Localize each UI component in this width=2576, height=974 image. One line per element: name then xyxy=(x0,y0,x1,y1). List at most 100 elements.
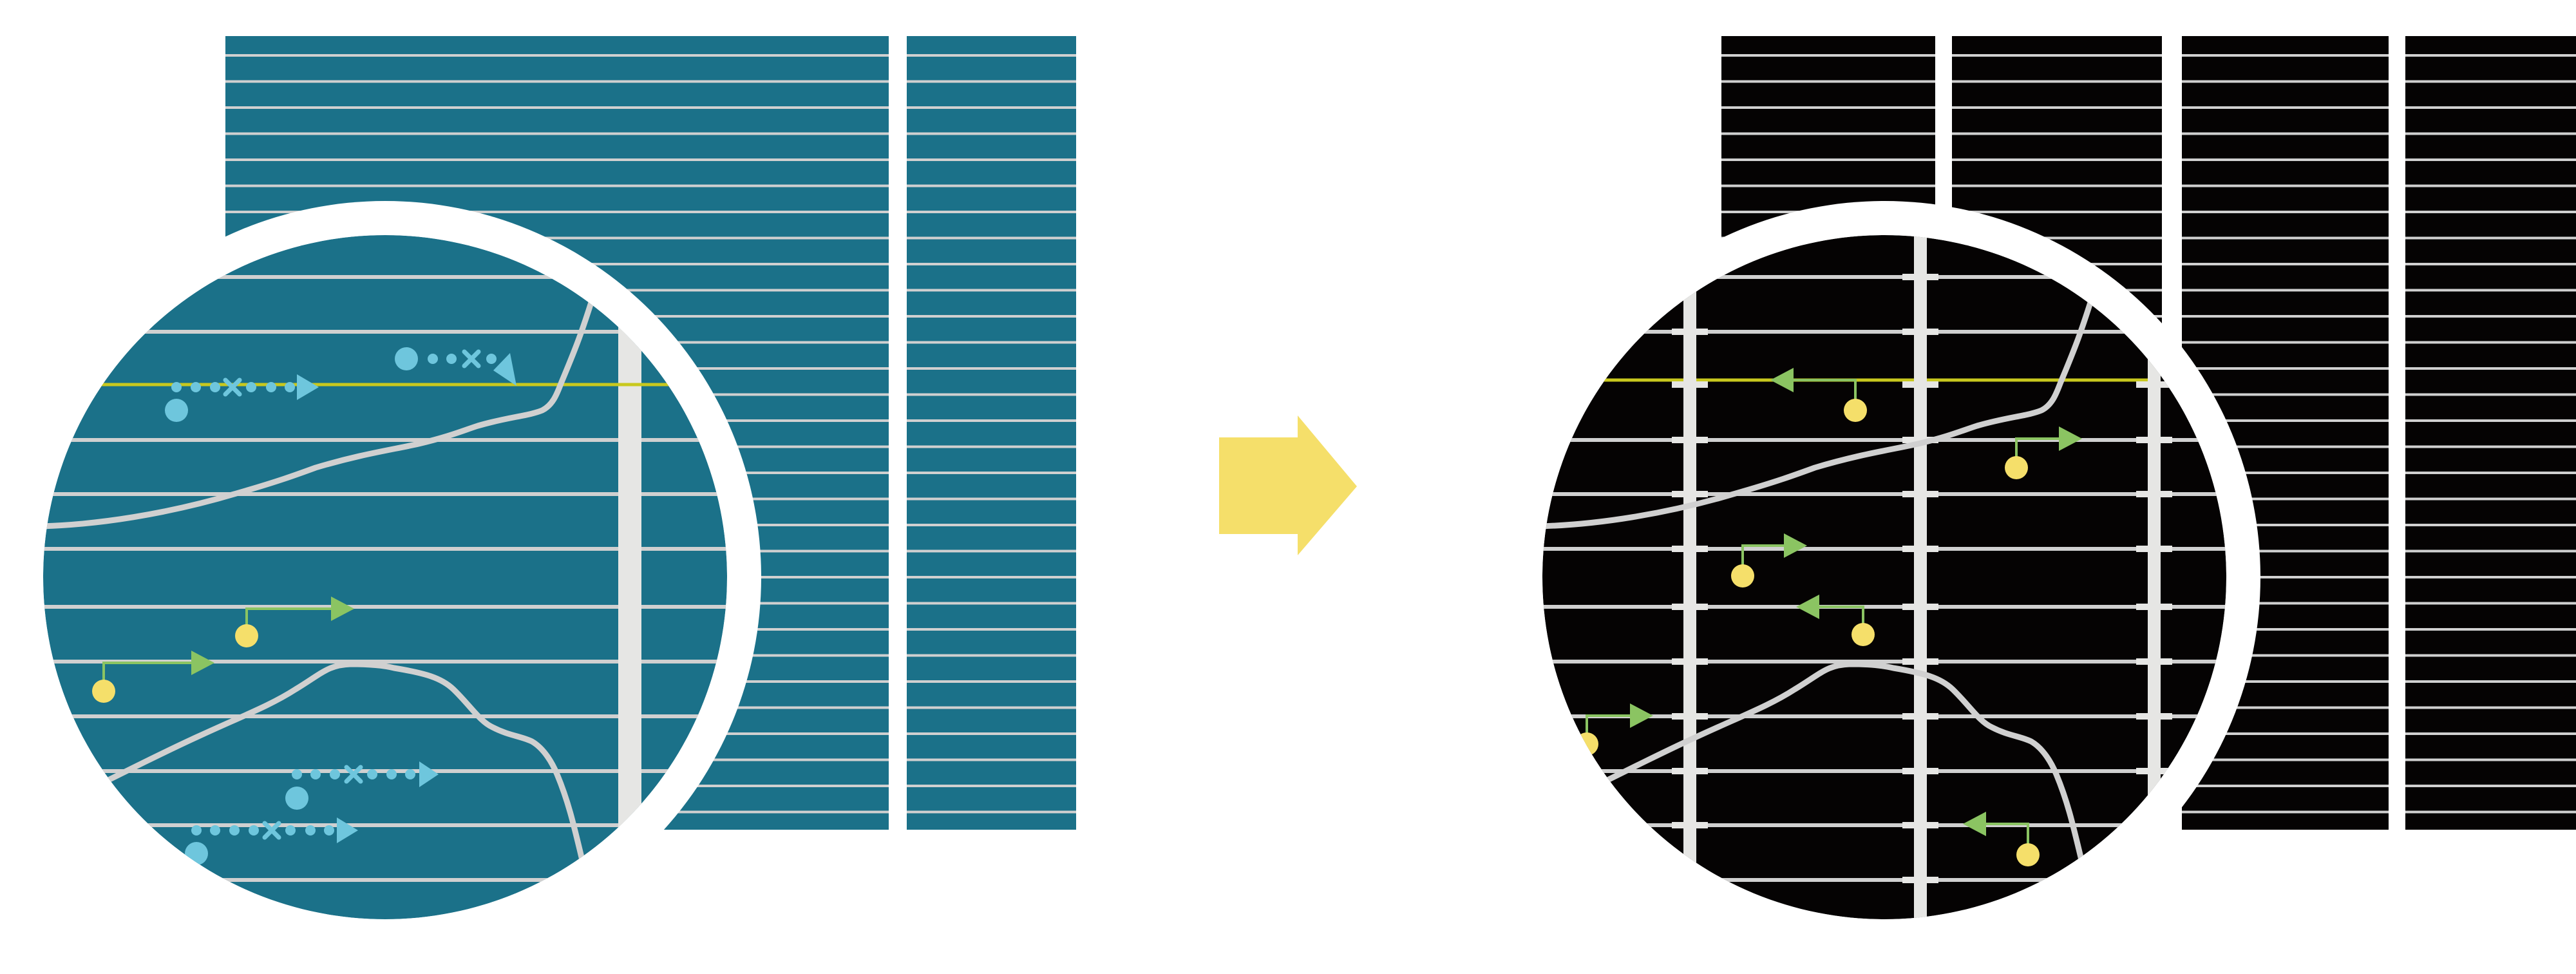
dot-marker xyxy=(292,769,302,779)
arrow-left-icon xyxy=(1963,812,1986,836)
column-tick xyxy=(1672,604,1708,610)
column-tick xyxy=(1672,381,1708,388)
dot-marker xyxy=(446,354,457,364)
column-tick xyxy=(1902,329,1938,335)
arrow-left-icon xyxy=(1796,595,1819,619)
column-tick xyxy=(2136,381,2172,388)
anchor-dot xyxy=(1731,564,1754,587)
column-tick xyxy=(1902,491,1938,497)
column-tick xyxy=(2136,877,2172,883)
before-anchor-arrows xyxy=(92,597,354,703)
anchor-dot xyxy=(1844,399,1867,422)
anchor-dot xyxy=(235,624,258,647)
triangle-marker xyxy=(297,374,319,400)
column-tick xyxy=(1672,491,1708,497)
after-lens-grid xyxy=(1542,275,2226,882)
dot-marker xyxy=(285,382,295,392)
dot-marker xyxy=(330,769,340,779)
column-tick xyxy=(1902,381,1938,388)
after-column-bar xyxy=(1914,235,1927,919)
column-tick xyxy=(2136,491,2172,497)
column-tick xyxy=(2136,437,2172,443)
dot-marker xyxy=(486,354,497,364)
dot-marker xyxy=(428,354,438,364)
cross-marker xyxy=(262,821,281,840)
after-column-bar xyxy=(2148,235,2161,919)
anchor-dot xyxy=(2005,456,2028,479)
column-tick xyxy=(2136,768,2172,774)
column-tick xyxy=(2136,658,2172,665)
lower-curve xyxy=(75,661,589,877)
column-tick xyxy=(2136,604,2172,610)
column-tick xyxy=(1672,713,1708,720)
triangle-marker xyxy=(493,353,516,386)
column-tick xyxy=(1672,768,1708,774)
after-anchor-arrows xyxy=(1575,368,2082,866)
dot-marker xyxy=(171,382,182,392)
anchor-dot xyxy=(1852,623,1875,646)
arrow-left-icon xyxy=(1770,368,1794,392)
column-tick xyxy=(1902,437,1938,443)
column-tick xyxy=(1902,604,1938,610)
anchor-dot xyxy=(92,680,115,703)
upper-curve xyxy=(1542,276,2101,530)
panel-column xyxy=(2405,36,2576,830)
large-dot-marker xyxy=(165,399,188,422)
cross-marker xyxy=(462,349,481,368)
dot-marker xyxy=(310,769,321,779)
dot-marker xyxy=(191,382,201,392)
panel-column xyxy=(907,36,1076,830)
dot-marker xyxy=(367,769,377,779)
column-tick xyxy=(1902,546,1938,552)
before-lens-background xyxy=(43,235,727,919)
arrow-right-icon xyxy=(191,651,214,675)
column-tick xyxy=(1672,546,1708,552)
triangle-marker xyxy=(419,761,439,787)
dot-marker xyxy=(266,382,276,392)
after-lens xyxy=(1542,219,2226,937)
large-dot-marker xyxy=(395,347,418,370)
before-lens xyxy=(43,235,727,919)
dot-marker xyxy=(305,825,316,836)
column-tick xyxy=(1902,713,1938,720)
column-tick xyxy=(1902,658,1938,665)
cross-marker xyxy=(223,377,242,397)
column-tick xyxy=(1672,931,1708,937)
arrow-right-icon xyxy=(1219,415,1357,555)
arrow-right-icon xyxy=(1630,703,1653,728)
dot-marker xyxy=(405,769,415,779)
dot-marker xyxy=(285,825,296,836)
column-tick xyxy=(1672,822,1708,828)
before-column-bar xyxy=(618,303,641,831)
after-column-bar xyxy=(1683,235,1696,919)
column-tick xyxy=(1672,658,1708,665)
column-tick xyxy=(1902,822,1938,828)
column-tick xyxy=(1672,219,1708,225)
column-tick xyxy=(2136,713,2172,720)
triangle-marker xyxy=(337,817,358,843)
anchor-dot xyxy=(2016,843,2040,866)
cross-marker xyxy=(344,765,363,784)
dot-marker xyxy=(210,825,220,836)
column-tick xyxy=(2136,931,2172,937)
column-tick xyxy=(1902,768,1938,774)
dot-marker xyxy=(191,825,202,836)
upper-curve xyxy=(43,276,602,530)
column-tick xyxy=(1902,877,1938,883)
dot-marker xyxy=(324,825,334,836)
dot-marker xyxy=(210,382,220,392)
dot-marker xyxy=(386,769,397,779)
dot-marker xyxy=(246,382,256,392)
dot-marker xyxy=(229,825,240,836)
column-tick xyxy=(2136,546,2172,552)
dot-marker xyxy=(249,825,259,836)
column-tick xyxy=(1672,437,1708,443)
lower-curve xyxy=(1575,661,2088,877)
column-tick xyxy=(1672,329,1708,335)
after-lens-background xyxy=(1542,235,2226,919)
large-dot-marker xyxy=(285,787,308,810)
arrow-right-icon xyxy=(2059,426,2082,451)
column-tick xyxy=(1902,274,1938,280)
arrow-right-icon xyxy=(1784,533,1807,558)
